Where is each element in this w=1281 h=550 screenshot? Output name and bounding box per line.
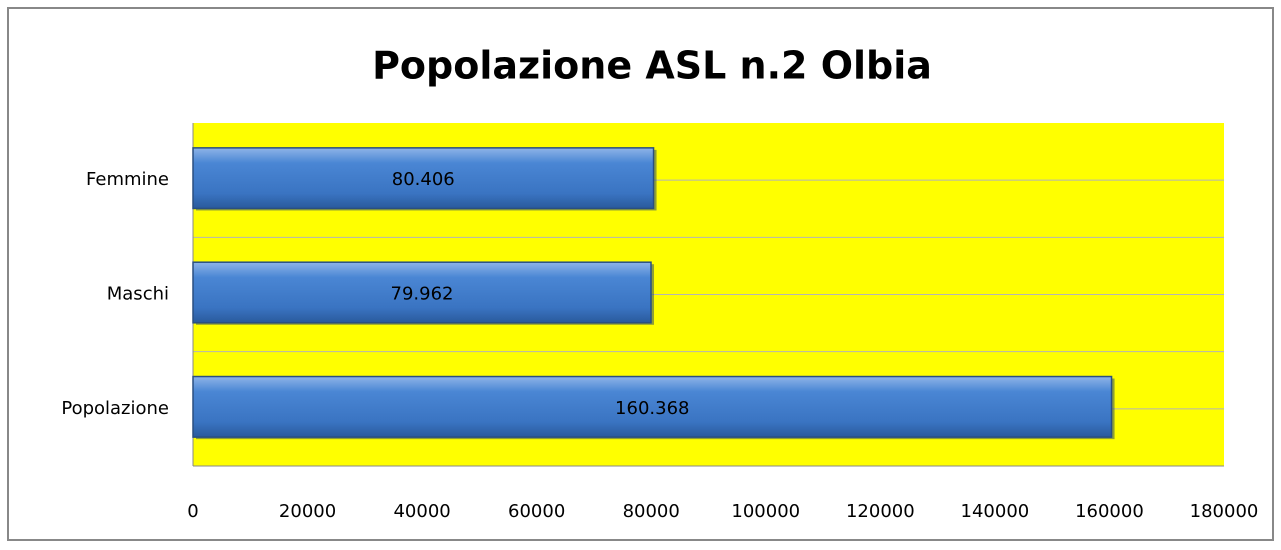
bar — [192, 261, 652, 324]
x-tick-label: 160000 — [1075, 501, 1144, 522]
bar — [192, 147, 655, 210]
x-tick-label: 20000 — [279, 501, 336, 522]
data-label: 79.962 — [391, 284, 454, 305]
y-tick-label: Femmine — [86, 169, 169, 190]
chart-title: Popolazione ASL n.2 Olbia — [372, 44, 932, 88]
x-tick-label: 180000 — [1190, 501, 1259, 522]
y-tick-label: Maschi — [107, 284, 169, 305]
x-tick-label: 60000 — [508, 501, 565, 522]
bar — [192, 375, 1113, 438]
x-tick-label: 140000 — [961, 501, 1030, 522]
data-label: 80.406 — [392, 169, 455, 190]
x-tick-label: 120000 — [846, 501, 915, 522]
x-tick-label: 80000 — [623, 501, 680, 522]
x-tick-label: 40000 — [393, 501, 450, 522]
data-label: 160.368 — [615, 398, 689, 419]
x-tick-label: 0 — [187, 501, 198, 522]
y-tick-label: Popolazione — [61, 398, 169, 419]
x-tick-label: 100000 — [731, 501, 800, 522]
